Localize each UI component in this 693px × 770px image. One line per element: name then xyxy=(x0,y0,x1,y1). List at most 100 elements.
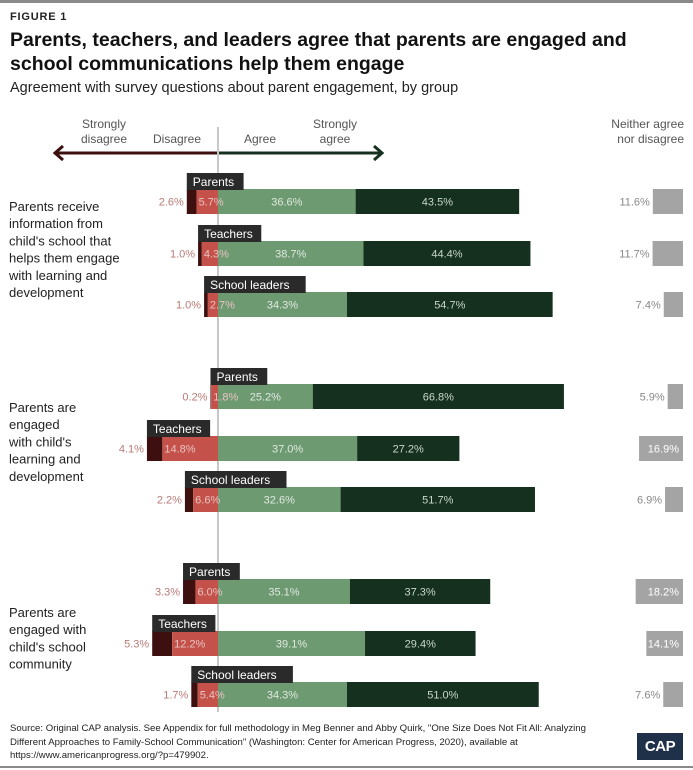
q2-school-leaders-neither-value: 6.9% xyxy=(637,495,662,507)
question-label-2-line4: learning and xyxy=(9,452,81,467)
chart-subtitle: Agreement with survey questions about pa… xyxy=(10,80,459,96)
q2-teachers-group-tag xyxy=(146,420,211,437)
question-label-1-line2: information from xyxy=(9,216,103,231)
q1-teachers-disagree-bar xyxy=(201,241,218,266)
q2-teachers-strongly-disagree-bar xyxy=(146,436,163,461)
question-label-1-line1: Parents receive xyxy=(9,199,99,214)
q1-school-leaders-strongly-disagree-bar xyxy=(204,292,208,317)
legend-agree: Agree xyxy=(244,132,276,146)
q3-school-leaders-strongly-agree-bar xyxy=(346,682,539,707)
legend-strongly-agree-line1: Strongly xyxy=(313,117,357,131)
q1-school-leaders-strongly-disagree-value: 1.0% xyxy=(176,300,201,312)
q2-teachers-strongly-agree-bar xyxy=(357,436,460,461)
q3-teachers-disagree-value: 12.2% xyxy=(174,639,205,651)
q1-school-leaders-disagree-value: 2.7% xyxy=(210,300,235,312)
q2-parents-disagree-bar xyxy=(211,384,218,409)
q2-teachers-neither-value: 16.9% xyxy=(648,444,679,456)
q2-school-leaders-disagree-value: 6.6% xyxy=(195,495,220,507)
q3-parents-neither-bar xyxy=(635,579,683,604)
q2-school-leaders-agree-value: 32.6% xyxy=(264,495,295,507)
legend-strongly-disagree-line2: disagree xyxy=(81,132,127,146)
q1-parents-agree-value: 36.6% xyxy=(271,197,302,209)
question-label-1-line5: with learning and xyxy=(8,268,107,283)
question-label-2-line1: Parents are xyxy=(9,400,76,415)
q3-parents-agree-value: 35.1% xyxy=(268,587,299,599)
q3-parents-neither-value: 18.2% xyxy=(648,587,679,599)
legend-disagree: Disagree xyxy=(153,132,201,146)
q2-school-leaders-strongly-disagree-bar xyxy=(184,487,194,512)
q3-parents-agree-bar xyxy=(218,579,350,604)
q3-school-leaders-strongly-disagree-bar xyxy=(191,682,198,707)
q2-school-leaders-strongly-agree-value: 51.7% xyxy=(422,495,453,507)
q1-teachers-strongly-agree-value: 44.4% xyxy=(431,249,462,261)
legend-arrow-left-head xyxy=(52,144,64,162)
q1-parents-neither-value: 11.6% xyxy=(619,197,650,209)
q3-school-leaders-neither-bar xyxy=(663,682,683,707)
q3-parents-strongly-agree-bar xyxy=(349,579,491,604)
q2-parents-neither-bar xyxy=(667,384,683,409)
legend-neither-line2: nor disagree xyxy=(617,132,684,146)
question-label-2-line2: engaged xyxy=(9,417,60,432)
q3-teachers-strongly-agree-bar xyxy=(365,631,476,656)
q2-parents-strongly-disagree-value: 0.2% xyxy=(182,392,207,404)
q2-parents-neither-value: 5.9% xyxy=(640,392,665,404)
q3-parents-strongly-agree-value: 37.3% xyxy=(404,587,435,599)
q2-parents-agree-bar xyxy=(218,384,313,409)
q3-teachers-strongly-agree-value: 29.4% xyxy=(405,639,436,651)
q1-school-leaders-strongly-agree-value: 54.7% xyxy=(434,300,465,312)
q1-teachers-neither-bar xyxy=(652,241,683,266)
q1-school-leaders-neither-value: 7.4% xyxy=(636,300,661,312)
q3-teachers-agree-bar xyxy=(218,631,366,656)
q1-teachers-group-tag-label: Teachers xyxy=(204,227,253,241)
q1-teachers-strongly-agree-bar xyxy=(363,241,531,266)
q1-parents-disagree-bar xyxy=(196,189,218,214)
q3-teachers-strongly-disagree-bar xyxy=(152,631,173,656)
question-label-3-line4: community xyxy=(9,657,72,672)
q1-parents-strongly-agree-bar xyxy=(355,189,520,214)
cap-logo: CAP xyxy=(637,733,683,760)
q2-school-leaders-group-tag-label: School leaders xyxy=(191,473,270,487)
q1-school-leaders-group-tag xyxy=(204,276,306,293)
q1-teachers-group-tag xyxy=(198,225,262,242)
q1-school-leaders-neither-bar xyxy=(663,292,683,317)
q1-parents-disagree-value: 5.7% xyxy=(199,197,224,209)
q3-school-leaders-group-tag-label: School leaders xyxy=(197,668,276,682)
q2-parents-group-tag-label: Parents xyxy=(216,370,257,384)
q1-parents-group-tag-label: Parents xyxy=(193,175,234,189)
q2-school-leaders-strongly-disagree-value: 2.2% xyxy=(157,495,182,507)
q3-school-leaders-disagree-value: 5.4% xyxy=(200,690,225,702)
q2-parents-disagree-value: 1.8% xyxy=(213,392,238,404)
q1-teachers-agree-bar xyxy=(218,241,364,266)
q1-parents-strongly-disagree-bar xyxy=(186,189,197,214)
q2-teachers-group-tag-label: Teachers xyxy=(153,422,202,436)
q1-teachers-strongly-disagree-bar xyxy=(198,241,202,266)
q1-teachers-disagree-value: 4.3% xyxy=(204,249,229,261)
q3-parents-disagree-bar xyxy=(195,579,218,604)
chart-title: Parents, teachers, and leaders agree tha… xyxy=(10,29,627,75)
q3-teachers-disagree-bar xyxy=(172,631,218,656)
q2-parents-agree-value: 25.2% xyxy=(250,392,281,404)
q2-teachers-agree-bar xyxy=(218,436,358,461)
q1-school-leaders-group-tag-label: School leaders xyxy=(210,278,289,292)
question-label-1-line6: development xyxy=(9,285,84,300)
q2-school-leaders-strongly-agree-bar xyxy=(340,487,535,512)
bottom-rule xyxy=(0,766,693,768)
q2-school-leaders-neither-bar xyxy=(665,487,683,512)
q2-school-leaders-disagree-bar xyxy=(193,487,218,512)
legend-strongly-disagree-line1: Strongly xyxy=(82,117,126,131)
q1-teachers-strongly-disagree-value: 1.0% xyxy=(170,249,195,261)
q3-teachers-neither-value: 14.1% xyxy=(648,639,679,651)
q1-school-leaders-agree-bar xyxy=(218,292,347,317)
q3-teachers-group-tag-label: Teachers xyxy=(158,617,207,631)
q3-teachers-neither-bar xyxy=(646,631,683,656)
q3-parents-disagree-value: 6.0% xyxy=(197,587,222,599)
q2-parents-strongly-disagree-bar xyxy=(210,384,212,409)
q3-school-leaders-agree-value: 34.3% xyxy=(267,690,298,702)
question-label-1-line3: child's school that xyxy=(9,233,112,248)
question-label-3-line1: Parents are xyxy=(9,605,76,620)
q1-teachers-neither-value: 11.7% xyxy=(619,249,650,261)
q2-parents-strongly-agree-value: 66.8% xyxy=(423,392,454,404)
q1-school-leaders-agree-value: 34.3% xyxy=(267,300,298,312)
q1-teachers-agree-value: 38.7% xyxy=(275,249,306,261)
